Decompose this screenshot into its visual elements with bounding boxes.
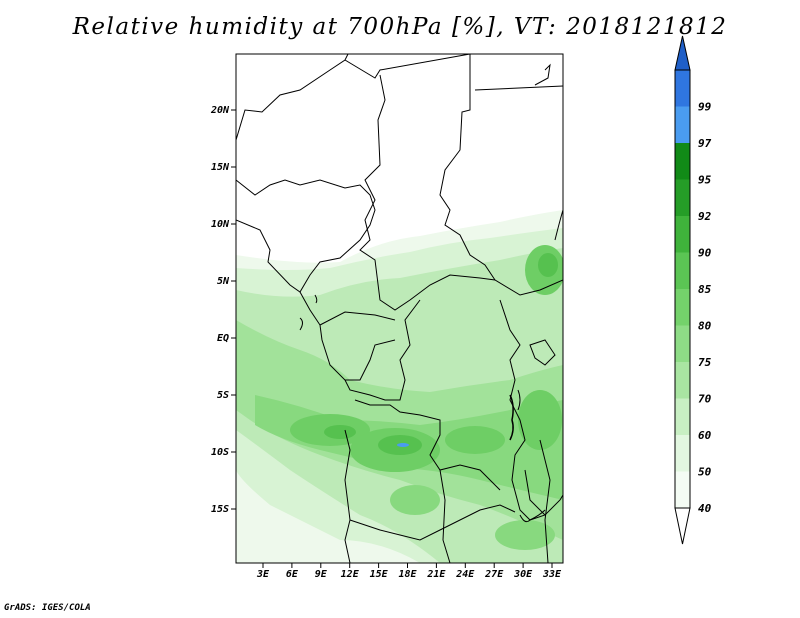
colorbar-outline [674,69,691,509]
colorbar-lower-arrow [674,507,691,545]
colorbar-bin [675,252,690,289]
lon-tick-label: 3E [256,569,270,580]
colorbar-label: 92 [698,210,712,223]
lon-tick-label: 21E [426,569,446,580]
lat-tick-label: EQ [217,333,229,344]
lon-tick-label: 15E [370,569,389,580]
country-borders [236,54,563,563]
colorbar-label: 40 [698,502,712,515]
colorbar-label: 85 [698,283,712,296]
colorbar-bin [675,179,690,216]
colorbar-bin [675,70,690,107]
lat-tick-label: 15N [211,162,230,173]
colorbar-bin [675,106,690,143]
colorbar-label: 90 [698,247,712,260]
colorbar-label: 99 [698,101,712,114]
colorbar-label: 75 [698,356,712,369]
colorbar-label: 80 [698,320,712,333]
lon-tick-label: 12E [341,569,360,580]
colorbar-bin [675,435,690,472]
colorbar-bin [675,216,690,253]
lon-tick-label: 9E [315,569,328,580]
colorbar-bin [675,143,690,180]
colorbar-bin [675,471,690,508]
colorbar-upper-arrow [674,35,691,71]
lon-tick-label: 33E [542,569,562,580]
lat-tick-label: 5N [217,276,230,287]
colorbar-label: 70 [698,393,712,406]
lat-tick-label: 20N [210,105,230,116]
colorbar-bin [675,398,690,435]
colorbar-label: 95 [698,174,712,187]
lon-tick-label: 6E [286,569,299,580]
colorbar-bin [675,289,690,326]
lon-tick-label: 30E [513,569,533,580]
lat-tick-label: 5S [217,390,229,401]
grads-credit: GrADS: IGES/COLA [4,603,91,613]
colorbar-label: 50 [698,466,712,479]
colorbar-bin [675,325,690,362]
lat-tick-label: 10N [211,219,230,230]
map-frame [235,53,564,564]
colorbar-bin [675,362,690,399]
latitude-axis: 20N 15N 10N 5N EQ 5S 10S 15S [210,105,236,515]
colorbar: 40 50 60 70 75 80 85 90 92 95 97 99 [674,35,712,545]
map-title: Relative humidity at 700hPa [%], VT: 201… [72,14,728,40]
colorbar-label: 60 [698,429,712,442]
lat-tick-label: 10S [211,447,229,458]
lon-tick-label: 27E [484,569,504,580]
longitude-axis: 3E 6E 9E 12E 15E 18E 21E 24E 27E 30E 33E [256,563,562,580]
lat-tick-label: 15S [211,504,229,515]
colorbar-label: 97 [698,137,712,150]
humidity-field [236,54,563,563]
lon-tick-label: 24E [455,569,475,580]
lon-tick-label: 18E [398,569,417,580]
